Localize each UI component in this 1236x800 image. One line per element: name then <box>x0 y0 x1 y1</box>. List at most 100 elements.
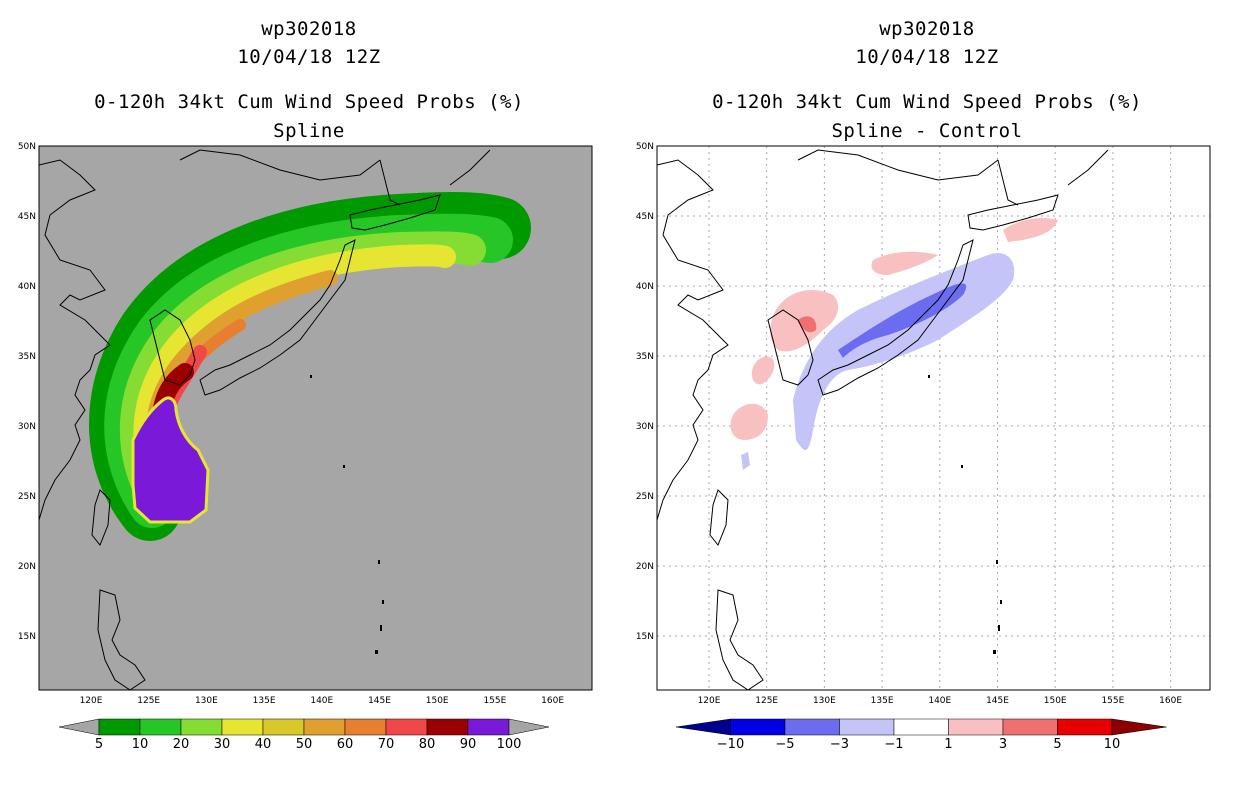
right-islands <box>928 375 1002 654</box>
right-lon-label: 145E <box>986 696 1009 706</box>
left-colorbar-arrow-high <box>508 718 550 736</box>
left-colorbar-label: 50 <box>295 737 313 752</box>
right-lat-label: 15N <box>636 632 654 642</box>
right-coastlines <box>657 149 1109 690</box>
right-map-panel: wp302018 10/04/18 12Z 0-120h 34kt Cum Wi… <box>618 0 1236 800</box>
right-subtitle: Spline - Control <box>831 120 1023 142</box>
left-lon-label: 145E <box>368 696 391 706</box>
right-lon-label: 120E <box>698 696 721 706</box>
left-datetime: 10/04/18 12Z <box>237 46 381 68</box>
left-lon-label: 125E <box>137 696 160 706</box>
right-lon-label: 150E <box>1044 696 1067 706</box>
left-lat-label: 45N <box>18 212 36 222</box>
diff-pos-3 <box>798 316 817 333</box>
left-colorbar-segment <box>303 718 346 736</box>
left-lat-label: 20N <box>18 562 36 572</box>
left-colorbar-segment <box>385 718 428 736</box>
left-colorbar-segment <box>467 718 510 736</box>
diff-neg-1b <box>741 452 750 470</box>
right-colorbar-label: −1 <box>884 737 904 752</box>
left-lon-label: 120E <box>80 696 103 706</box>
swath-100 <box>131 396 210 524</box>
right-colorbar-segment <box>1057 718 1113 736</box>
right-colorbar-label: −10 <box>716 737 745 752</box>
right-colorbar-segment <box>730 718 786 736</box>
left-probability-swath <box>39 149 531 690</box>
left-lat-label: 30N <box>18 422 36 432</box>
right-colorbar-label: 3 <box>998 737 1008 752</box>
right-colorbar <box>675 718 1167 736</box>
right-lat-label: 50N <box>636 142 654 152</box>
left-colorbar-label: 70 <box>377 737 395 752</box>
left-lat-label: 40N <box>18 282 36 292</box>
diff-pos-1d <box>871 251 938 275</box>
right-lon-label: 160E <box>1159 696 1182 706</box>
diff-neg-1 <box>793 253 1015 450</box>
left-lat-label: 25N <box>18 492 36 502</box>
right-lon-label: 125E <box>755 696 778 706</box>
left-subtitle: Spline <box>273 120 345 142</box>
left-lat-label: 15N <box>18 632 36 642</box>
left-storm-id: wp302018 <box>261 18 357 40</box>
left-islands <box>310 375 384 654</box>
right-colorbar-segment <box>784 718 840 736</box>
right-lon-label: 155E <box>1101 696 1124 706</box>
right-lat-label: 40N <box>636 282 654 292</box>
right-colorbar-segment <box>675 718 731 736</box>
right-lon-label: 135E <box>871 696 894 706</box>
left-colorbar-label: 90 <box>459 737 477 752</box>
left-lat-labels: 50N 45N 40N 35N 30N 25N 20N 15N <box>18 142 36 642</box>
left-colorbar-label: 5 <box>94 737 104 752</box>
left-colorbar-segment <box>344 718 387 736</box>
left-colorbar <box>58 718 550 736</box>
left-colorbar-arrow-low <box>58 718 100 736</box>
right-datetime: 10/04/18 12Z <box>855 46 999 68</box>
left-map-svg: 50N 45N 40N 35N 30N 25N 20N 15N 120E 125E 130E 135… <box>18 142 593 736</box>
right-map-svg: 50N 45N 40N 35N 30N 25N 20N 15N 120E 125E 130E 135… <box>636 142 1211 736</box>
right-product-title: 0-120h 34kt Cum Wind Speed Probs (%) <box>712 91 1142 113</box>
left-lon-label: 155E <box>483 696 506 706</box>
right-lat-label: 25N <box>636 492 654 502</box>
right-lon-label: 130E <box>813 696 836 706</box>
diff-neg-3 <box>838 283 967 358</box>
right-colorbar-label: 5 <box>1053 737 1062 752</box>
left-coastlines <box>39 149 491 690</box>
right-storm-id: wp302018 <box>879 18 975 40</box>
left-lat-label: 50N <box>18 142 36 152</box>
right-lat-label: 30N <box>636 422 654 432</box>
left-map-frame <box>38 145 593 691</box>
left-lon-label: 130E <box>195 696 218 706</box>
right-colorbar-segment <box>1002 718 1058 736</box>
left-lon-labels: 120E 125E 130E 135E 140E 145E 150E 155E 160E <box>80 696 565 706</box>
right-lat-label: 20N <box>636 562 654 572</box>
diff-pos-1e <box>1003 218 1058 242</box>
right-colorbar-label: −5 <box>775 737 795 752</box>
left-colorbar-label: 20 <box>172 737 190 752</box>
right-lat-label: 45N <box>636 212 654 222</box>
left-colorbar-label: 10 <box>131 737 149 752</box>
right-lat-label: 35N <box>636 352 654 362</box>
right-colorbar-segment <box>893 718 949 736</box>
left-colorbar-segment <box>221 718 264 736</box>
left-colorbar-label: 100 <box>496 737 522 752</box>
right-colorbar-segment <box>1111 718 1167 736</box>
right-difference-field <box>730 218 1058 470</box>
left-lon-label: 135E <box>253 696 276 706</box>
left-colorbar-segment <box>262 718 305 736</box>
right-colorbar-label: 10 <box>1103 737 1121 752</box>
right-colorbar-segment <box>948 718 1004 736</box>
left-lon-label: 150E <box>426 696 449 706</box>
right-colorbar-segment <box>839 718 895 736</box>
right-map-frame <box>656 145 1211 691</box>
right-lat-labels: 50N 45N 40N 35N 30N 25N 20N 15N <box>636 142 654 642</box>
left-colorbar-segment <box>426 718 469 736</box>
left-colorbar-label: 80 <box>418 737 436 752</box>
left-product-title: 0-120h 34kt Cum Wind Speed Probs (%) <box>94 91 524 113</box>
left-map-panel: wp302018 10/04/18 12Z 0-120h 34kt Cum Wi… <box>18 18 593 752</box>
left-lon-label: 140E <box>310 696 333 706</box>
right-colorbar-label: 1 <box>944 737 953 752</box>
left-colorbar-segment <box>98 718 141 736</box>
left-lon-label: 160E <box>541 696 564 706</box>
diff-pos-1b <box>730 403 768 440</box>
left-colorbar-segment <box>180 718 223 736</box>
